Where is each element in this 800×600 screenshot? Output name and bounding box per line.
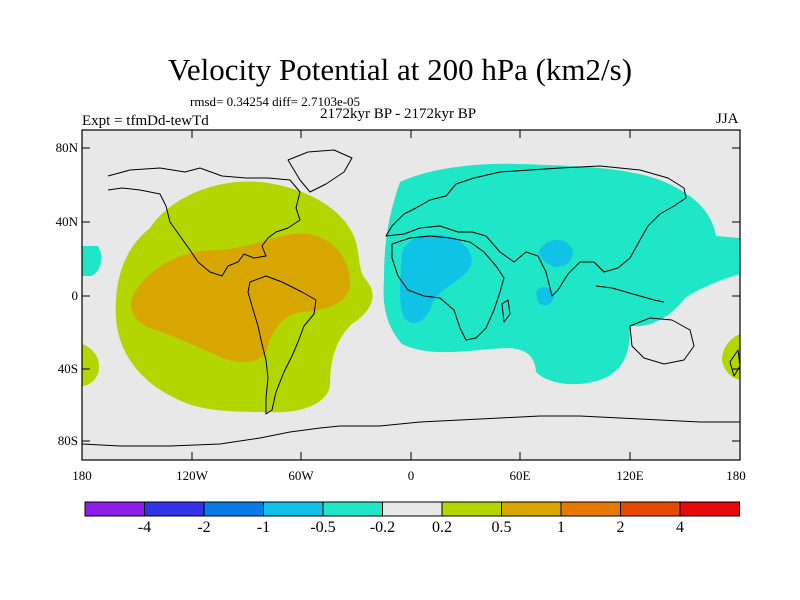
- colorbar-label-6: 0.5: [491, 519, 512, 536]
- x-tick-label-0: 0: [407, 468, 415, 483]
- colorbar-box-8: [560, 501, 621, 517]
- experiment-label: Expt = tfmDd-tewTd: [82, 113, 209, 129]
- chart-title: Velocity Potential at 200 hPa (km2/s): [167, 52, 633, 87]
- y-axis-ticks: [82, 147, 740, 442]
- x-axis-ticks: [81, 130, 741, 460]
- x-tick-label-180e: 180: [726, 468, 746, 483]
- coast-north-america: [107, 167, 301, 277]
- colorbar-label-9: 4: [676, 519, 684, 536]
- coast-indonesia: [595, 285, 665, 303]
- y-tick-label-0: 0: [71, 288, 79, 303]
- coastlines: [82, 149, 740, 447]
- negative-anomaly-outer: [383, 163, 740, 385]
- colorbar-box-4: [322, 501, 383, 517]
- colorbar-label-7: 1: [557, 519, 565, 536]
- colorbar-box-0: [84, 501, 145, 517]
- x-tick-label-180w: 180: [72, 468, 92, 483]
- y-tick-label-80s: 80S: [57, 433, 78, 448]
- colorbar-label-4: -0.2: [369, 519, 396, 536]
- x-tick-label-120w: 120W: [176, 468, 208, 483]
- colorbar-box-1: [144, 501, 205, 517]
- positive-anomaly-core: [130, 233, 351, 363]
- colorbar: [84, 501, 740, 517]
- x-tick-label-60e: 60E: [509, 468, 531, 483]
- coast-south-america: [247, 275, 317, 415]
- coast-new-zealand: [729, 349, 740, 377]
- coast-africa: [391, 235, 505, 341]
- colorbar-label-2: -1: [256, 519, 271, 536]
- negative-anomaly-core-india: [539, 239, 573, 268]
- y-tick-label-40n: 40N: [55, 214, 78, 229]
- colorbar-label-8: 2: [616, 519, 625, 536]
- negative-anomaly-core-indian-ocean: [536, 287, 554, 306]
- coast-europe-asia: [385, 165, 687, 297]
- colorbar-label-1: -2: [197, 519, 211, 536]
- negative-anomaly-core-africa: [400, 234, 472, 323]
- colorbar-box-9: [620, 501, 681, 517]
- colorbar-box-2: [203, 501, 264, 517]
- colorbar-label-0: -4: [137, 519, 152, 536]
- coast-madagascar: [501, 299, 511, 323]
- negative-anomaly-west-edge: [82, 246, 102, 276]
- y-tick-label-40s: 40S: [57, 361, 78, 376]
- colorbar-box-10: [679, 501, 740, 517]
- colorbar-box-7: [501, 501, 562, 517]
- coast-antarctica: [82, 415, 740, 447]
- season-label: JJA: [716, 111, 739, 127]
- coast-greenland: [287, 149, 353, 193]
- x-tick-label-60w: 60W: [288, 468, 314, 483]
- coast-australia: [629, 317, 695, 365]
- x-tick-label-120e: 120E: [616, 468, 644, 483]
- stats-line: rmsd= 0.34254 diff= 2.7103e-05: [190, 94, 361, 109]
- colorbar-label-5: 0.2: [432, 519, 452, 536]
- colorbar-label-3: -0.5: [310, 519, 336, 536]
- colorbar-box-3: [263, 501, 324, 517]
- period-label: 2172kyr BP - 2172kyr BP: [320, 106, 477, 122]
- colorbar-box-5: [382, 501, 443, 517]
- colorbar-box-6: [441, 501, 502, 517]
- y-tick-label-80n: 80N: [55, 140, 78, 155]
- positive-anomaly-west-edge: [82, 344, 100, 386]
